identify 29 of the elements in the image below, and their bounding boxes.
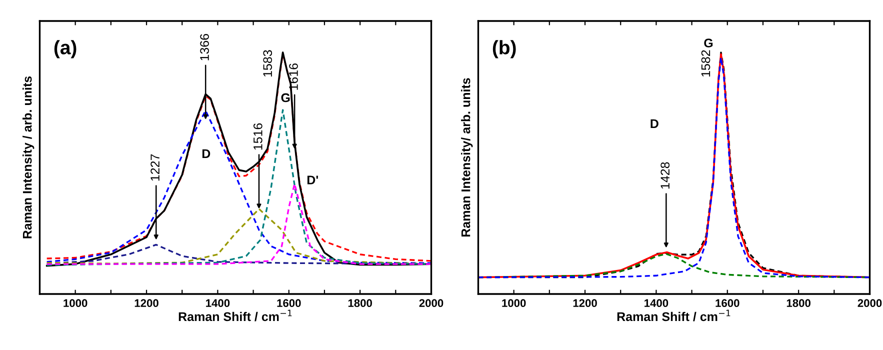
x-tick-label: 1600 xyxy=(716,299,740,308)
x-tick-label: 1800 xyxy=(348,299,372,308)
x-tick-label: 1400 xyxy=(644,299,668,308)
x-tick-label: 1200 xyxy=(134,299,158,308)
annotation: 1366 xyxy=(200,34,209,60)
x-axis-title: Raman Shift / cm$^{−1}$ xyxy=(617,310,730,322)
y-axis-title: Raman Intensity/ arb. units xyxy=(461,78,473,237)
chart-title: (a) xyxy=(54,40,76,58)
annotation: 1583 xyxy=(263,50,272,76)
chart-title: (b) xyxy=(492,40,516,58)
x-tick-label: 1800 xyxy=(786,299,810,308)
annotation: 1516 xyxy=(253,123,262,150)
annotation: 1582 xyxy=(701,50,710,76)
annotation: D xyxy=(202,149,210,158)
annotation: D xyxy=(650,119,658,128)
annotation: 1227 xyxy=(150,154,160,181)
x-tick-label: 1400 xyxy=(206,299,230,308)
x-tick-label: 1600 xyxy=(277,299,301,308)
x-axis-title: Raman Shift / cm$^{−1}$ xyxy=(178,310,292,322)
annotation: G xyxy=(281,93,290,102)
x-tick-label: 1000 xyxy=(64,299,88,308)
annotation: 1428 xyxy=(660,162,670,189)
annotation: D' xyxy=(307,176,318,184)
x-tick-label: 1000 xyxy=(502,299,526,308)
x-tick-label: 2000 xyxy=(858,299,882,308)
x-tick-label: 2000 xyxy=(419,299,444,308)
x-tick-label: 1200 xyxy=(573,299,597,308)
y-axis-title: Raman Intensity / arb. units xyxy=(22,76,34,238)
annotation: G xyxy=(704,38,713,48)
